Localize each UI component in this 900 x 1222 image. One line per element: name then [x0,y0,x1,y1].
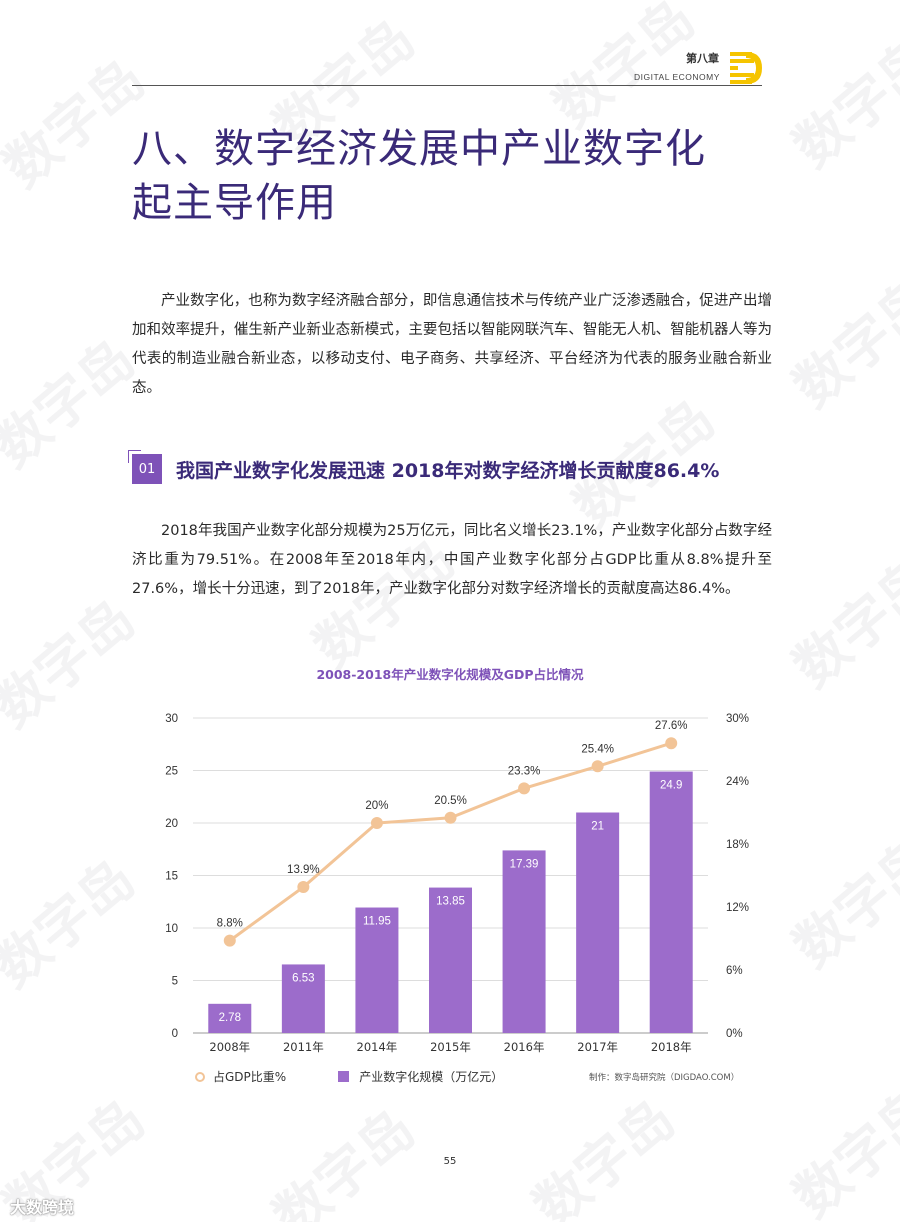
bar-value-label: 6.53 [292,972,314,984]
bar [281,964,325,1033]
left-axis-tick-label: 30 [165,713,178,725]
right-axis-tick-label: 30% [726,713,749,725]
x-axis-tick-label: 2015年 [430,1040,471,1054]
bar-value-label: 24.9 [660,780,682,792]
right-axis-tick-label: 24% [726,776,749,788]
left-axis-tick-label: 20 [165,818,178,830]
page-title: 八、数字经济发展中产业数字化 起主导作用 [132,122,852,230]
left-axis-tick-label: 10 [165,923,178,935]
right-axis-tick-label: 6% [726,965,743,977]
bar [208,1003,252,1033]
legend-label-scale: 产业数字化规模（万亿元） [359,1070,504,1084]
chart-legend: 占GDP比重% 产业数字化规模（万亿元） [195,1068,503,1085]
right-axis-tick-label: 18% [726,839,749,851]
bar-value-label: 21 [591,821,604,833]
line-point [518,782,531,795]
bar-value-label: 17.39 [510,858,539,870]
line-value-label: 8.8% [217,918,243,930]
bar-value-label: 2.78 [219,1012,241,1024]
left-axis-tick-label: 15 [165,871,178,883]
line-point [591,760,604,773]
header-rule [132,85,762,86]
section-heading: 01 我国产业数字化发展迅速 2018年对数字经济增长贡献度86.4% [128,450,792,486]
line-value-label: 13.9% [287,864,320,876]
bar [649,771,693,1033]
bar-value-label: 13.85 [436,896,465,908]
corner-brand-watermark: 大数跨境 [10,1198,75,1217]
bar [502,850,546,1033]
x-axis-tick-label: 2011年 [283,1040,324,1054]
page-title-line-1: 八、数字经济发展中产业数字化 [132,126,706,172]
legend-circle-icon [195,1071,205,1082]
page-title-line-2: 起主导作用 [132,180,337,226]
left-axis-tick-label: 25 [165,766,178,778]
section-title: 我国产业数字化发展迅速 2018年对数字经济增长贡献度86.4% [176,459,720,482]
line-point [665,737,678,750]
legend-label-gdp-share: 占GDP比重% [213,1070,287,1084]
intro-paragraph: 产业数字化，也称为数字经济融合部分，即信息通信技术与传统产业广泛渗透融合，促进产… [132,293,772,396]
x-axis-tick-label: 2016年 [504,1040,545,1054]
section-paragraph: 2018年我国产业数字化部分规模为25万亿元，同比名义增长23.1%，产业数字化… [132,523,772,597]
bar-value-label: 11.95 [363,916,391,928]
line-value-label: 25.4% [581,743,614,755]
left-axis-tick-label: 0 [172,1028,178,1040]
bar [429,887,472,1033]
chart-source: 制作：数字岛研究院（DIGDAO.COM） [589,1073,740,1083]
chart-title: 2008-2018年产业数字化规模及GDP占比情况 [316,667,584,682]
left-axis-tick-label: 5 [172,976,178,988]
page-number: 55 [443,1156,457,1167]
right-axis-tick-label: 0% [726,1028,743,1040]
chapter-label: 第八章 [686,52,719,65]
right-axis-tick-label: 12% [726,902,749,914]
line-point [444,811,457,824]
bar [355,907,399,1033]
line-point [370,817,383,829]
line-value-label: 20% [365,800,388,812]
line-point [223,934,236,947]
legend-item-gdp-share: 占GDP比重% [195,1068,286,1085]
bar [576,812,620,1033]
legend-item-scale: 产业数字化规模（万亿元） [338,1068,503,1085]
x-axis-tick-label: 2017年 [577,1040,618,1054]
header-subtitle: DIGITAL ECONOMY [634,72,720,82]
x-axis-tick-label: 2014年 [357,1040,398,1054]
x-axis-tick-label: 2008年 [209,1040,250,1054]
line-value-label: 20.5% [434,795,467,807]
line-point [297,881,310,894]
digital-economy-logo [730,52,762,84]
x-axis-tick-label: 2018年 [651,1040,692,1054]
line-value-label: 27.6% [655,720,688,732]
section-number-badge: 01 [128,450,162,484]
legend-swatch-icon [338,1071,350,1082]
line-value-label: 23.3% [508,765,541,777]
